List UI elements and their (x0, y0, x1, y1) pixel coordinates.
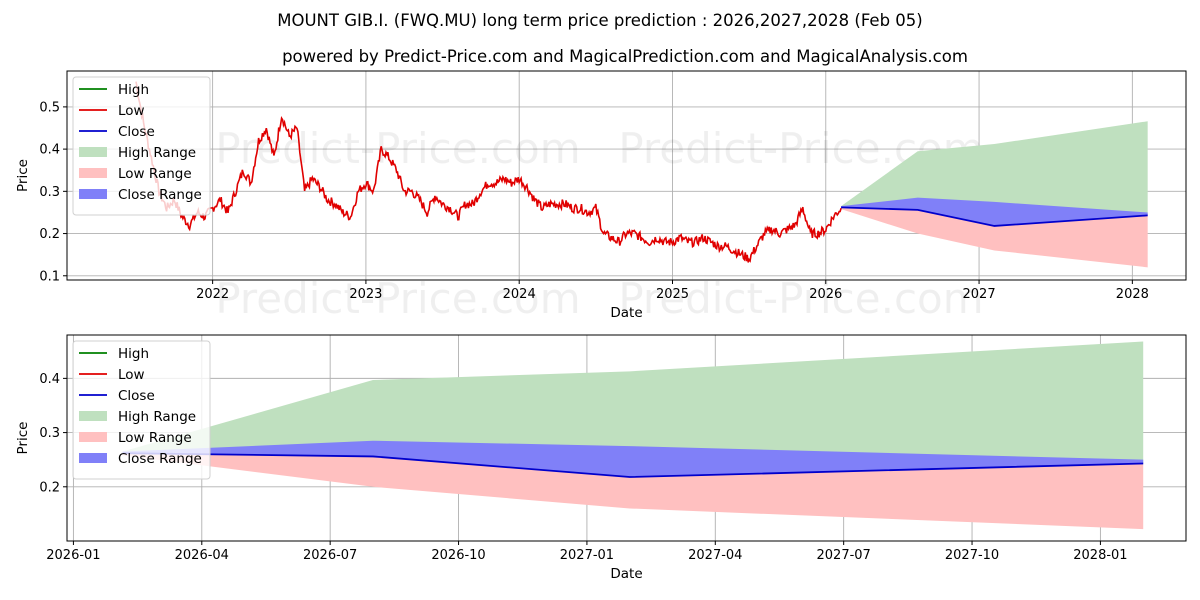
x-tick-label: 2023 (349, 287, 382, 302)
legend-box (72, 340, 211, 480)
legend-low-range-label: Low Range (118, 430, 192, 446)
y-tick-label: 0.4 (39, 372, 60, 387)
legend-high-label: High (118, 82, 149, 98)
history-panel: 2022 2023 2024 2025 2026 2027 2028 0.1 0.2 0.3 0.4… (15, 70, 1187, 323)
x-tick-label: 2026-04 (175, 548, 229, 563)
y-tick-label: 0.5 (39, 100, 60, 115)
y-tick-label: 0.2 (39, 227, 60, 242)
x-tick-label: 2026-01 (46, 548, 100, 563)
x-axis-label: Date (610, 305, 642, 321)
legend-close-range-swatch (79, 189, 107, 199)
low-history-line (135, 81, 842, 263)
x-tick-label: 2027 (963, 287, 996, 302)
legend-close-range-label: Close Range (118, 187, 202, 203)
plot-frame (66, 334, 1187, 542)
low-range-band (841, 207, 1148, 268)
y-tick-label: 0.1 (39, 269, 60, 284)
x-axis-label: Date (610, 566, 642, 582)
x-tick-label: 2022 (196, 287, 229, 302)
watermark: Predict-Price.com (215, 124, 580, 173)
x-tick-label: 2027-04 (688, 548, 742, 563)
plot-frame (66, 70, 1187, 281)
plot-area (122, 341, 1144, 530)
legend-low-range-swatch (79, 168, 107, 178)
chart-subtitle: powered by Predict-Price.com and Magical… (282, 47, 968, 66)
low-range-band (122, 453, 1144, 530)
close-range-band (122, 440, 1144, 478)
legend-close-label: Close (118, 124, 155, 140)
legend-low-label: Low (118, 103, 145, 119)
watermark: Predict-Price.com (618, 274, 983, 323)
legend-low-range-swatch (79, 432, 107, 442)
y-tick-label: 0.2 (39, 480, 60, 495)
y-axis-label: Price (15, 422, 31, 455)
x-tick-label: 2027-10 (945, 548, 999, 563)
legend-high-range-label: High Range (118, 145, 196, 161)
plot-area (135, 81, 1148, 268)
watermark: Predict-Price.com (215, 274, 580, 323)
legend-high-range-label: High Range (118, 409, 196, 425)
legend-box (72, 76, 211, 216)
legend-close-label: Close (118, 388, 155, 404)
legend-close-range-label: Close Range (118, 451, 202, 467)
chart-title: MOUNT GIB.I. (FWQ.MU) long term price pr… (277, 11, 922, 30)
y-tick-label: 0.4 (39, 143, 60, 158)
x-tick-label: 2025 (656, 287, 689, 302)
x-tick-label: 2027-01 (560, 548, 614, 563)
x-tick-label: 2026-10 (431, 548, 485, 563)
legend-low-range-label: Low Range (118, 166, 192, 182)
close-forecast-line (122, 452, 1144, 478)
x-tick-label: 2028 (1116, 287, 1149, 302)
x-tick-label: 2026-07 (303, 548, 357, 563)
legend-high-range-swatch (79, 147, 107, 157)
x-tick-label: 2028-01 (1073, 548, 1127, 563)
legend-high-range-swatch (79, 411, 107, 421)
x-tick-label: 2027-07 (817, 548, 871, 563)
legend-low-label: Low (118, 367, 145, 383)
y-tick-label: 0.3 (39, 426, 60, 441)
forecast-panel: 2026-01 2026-04 2026-07 2026-10 2027-01 2027-… (15, 334, 1187, 582)
x-tick-label: 2026 (809, 287, 842, 302)
legend-close-range-swatch (79, 453, 107, 463)
x-tick-label: 2024 (503, 287, 536, 302)
y-axis-label: Price (15, 159, 31, 192)
close-forecast-line (841, 206, 1148, 227)
legend-high-label: High (118, 346, 149, 362)
y-tick-label: 0.3 (39, 185, 60, 200)
close-range-band (841, 197, 1148, 226)
